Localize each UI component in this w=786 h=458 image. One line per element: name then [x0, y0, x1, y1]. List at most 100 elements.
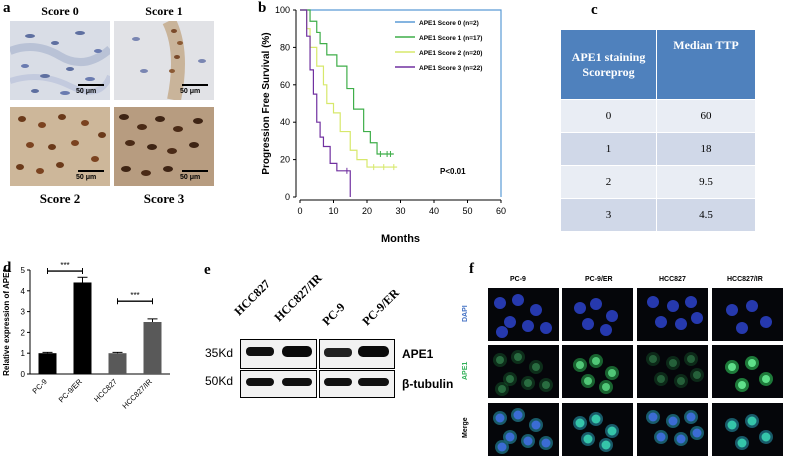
bar-y-tick-label: 4	[21, 287, 26, 296]
ape1-cell	[654, 372, 668, 386]
km-y-axis-label: Progression Free Survival (%)	[261, 32, 272, 174]
bar-y-tick-label: 0	[21, 370, 26, 379]
dapi-nucleus	[574, 302, 586, 314]
dapi-nucleus	[540, 322, 552, 334]
ape1-expression-bar-chart: 0 1 2 3 4 5 Relative expression of APE1 PC-9 PC-…	[2, 261, 170, 411]
table-cell: 1	[560, 132, 657, 166]
merge-nucleus	[686, 412, 696, 422]
km-x-tick-label: 10	[328, 206, 338, 216]
bar-y-tick-label: 2	[21, 328, 26, 337]
merge-nucleus	[727, 420, 737, 430]
dapi-nucleus	[760, 316, 772, 328]
merge-nucleus	[692, 428, 702, 438]
scale-bar-label: 50 μm	[180, 88, 201, 95]
km-legend-entry: APE1 Score 0 (n=2)	[419, 20, 479, 27]
band-ape1-pc9-er	[358, 346, 389, 357]
ihc-tissue-1	[114, 21, 214, 100]
ihc-tissue-0	[10, 21, 110, 100]
ape1-nucleus	[693, 371, 701, 379]
bar-1	[73, 282, 92, 374]
lane-label-pc9: PC-9	[319, 300, 348, 329]
ape1-nucleus	[669, 359, 677, 367]
merge-nucleus	[513, 410, 523, 420]
km-x-tick-label: 0	[297, 206, 302, 216]
merge-nucleus	[656, 432, 666, 442]
panel-b-label: b	[258, 0, 267, 16]
merge-nucleus	[591, 414, 601, 424]
col-label-pc9: PC-9	[510, 276, 526, 283]
merge-nucleus	[747, 416, 757, 426]
band-ape1-pc9	[324, 348, 352, 357]
merge-nucleus	[497, 442, 507, 452]
dapi-nucleus	[530, 304, 542, 316]
row-label-ape1: APE1	[462, 361, 469, 380]
ape1-nucleus	[728, 363, 736, 371]
fluorescence-image-ape1-2	[637, 345, 708, 398]
merge-nucleus	[495, 413, 505, 423]
ihc-image-score-0: 50 μm	[10, 21, 110, 100]
fluorescence-cells	[725, 356, 773, 392]
dapi-nucleus	[590, 298, 602, 310]
km-y-tick-label: 60	[280, 80, 290, 90]
ape1-nucleus	[496, 356, 504, 364]
km-legend-entry: APE1 Score 1 (n=17)	[419, 35, 482, 42]
table-header-row: APE1 staining Scoreprog Median TTP	[560, 29, 756, 100]
dapi-nucleus	[746, 300, 758, 312]
merge-nucleus	[505, 432, 515, 442]
dapi-nucleus	[512, 294, 524, 306]
ape1-nucleus	[649, 355, 657, 363]
dapi-nucleus	[504, 316, 516, 328]
lane-label-hcc827-ir: HCC827/IR	[271, 271, 325, 325]
ape1-nucleus	[602, 383, 610, 391]
ape1-nucleus	[657, 375, 665, 383]
ape1-nucleus	[762, 375, 770, 383]
table-cell: 18	[656, 132, 756, 166]
km-x-axis-label: Months	[381, 233, 420, 245]
dapi-nucleus	[496, 326, 508, 338]
dapi-nucleus	[582, 318, 594, 330]
ape1-cell	[539, 378, 553, 392]
km-y-tick-label: 100	[275, 5, 290, 15]
fluorescence-image-ape1-3	[712, 345, 783, 398]
significance-stars: ***	[130, 291, 139, 300]
dapi-nucleus	[691, 312, 703, 324]
table-header-cell: APE1 staining Scoreprog	[560, 29, 657, 100]
km-x-tick-label: 60	[496, 206, 506, 216]
merge-nucleus	[668, 416, 678, 426]
fluorescence-cells	[494, 294, 552, 338]
ihc-tissue-2	[10, 107, 110, 186]
fluorescence-image-ape1-1	[562, 345, 633, 398]
fluorescence-image-dapi-1	[562, 288, 633, 341]
lane-label-pc9-er: PC-9/ER	[359, 285, 402, 329]
merge-nucleus	[648, 412, 658, 422]
ape1-cell	[666, 356, 680, 370]
fluorescence-image-merge-3	[712, 403, 783, 456]
ape1-cell	[521, 376, 535, 390]
panel-d-label: d	[3, 260, 12, 276]
median-ttp-table: APE1 staining Scoreprog Median TTP 0 60 …	[560, 29, 756, 232]
km-y-tick-label: 40	[280, 117, 290, 127]
scale-bar-line	[182, 170, 208, 172]
dapi-nucleus	[685, 296, 697, 308]
merge-nucleus	[541, 438, 551, 448]
merge-nucleus	[761, 432, 771, 442]
merge-nucleus	[601, 440, 611, 450]
bar-y-tick-label: 1	[21, 349, 26, 358]
ihc-title-score-2: Score 2	[39, 191, 81, 206]
ihc-title-score-3: Score 3	[143, 191, 185, 206]
km-legend-entry: APE1 Score 3 (n=22)	[419, 65, 482, 72]
km-series-line-3	[300, 9, 351, 197]
merge-nucleus	[737, 438, 747, 448]
table-cell: 60	[656, 99, 756, 133]
fluorescence-image-merge-0	[488, 403, 559, 456]
ape1-nucleus	[514, 353, 522, 361]
fluorescence-cells	[647, 296, 703, 330]
bar-category-label: PC-9/ER	[57, 377, 85, 405]
ape1-cell	[511, 350, 525, 364]
ape1-cell	[690, 368, 704, 382]
table-row: 3 4.5	[560, 198, 756, 232]
ape1-cell	[493, 353, 507, 367]
band-tubulin-pc9	[324, 378, 352, 386]
ape1-cell	[684, 352, 698, 366]
km-series-line-1	[300, 9, 394, 155]
